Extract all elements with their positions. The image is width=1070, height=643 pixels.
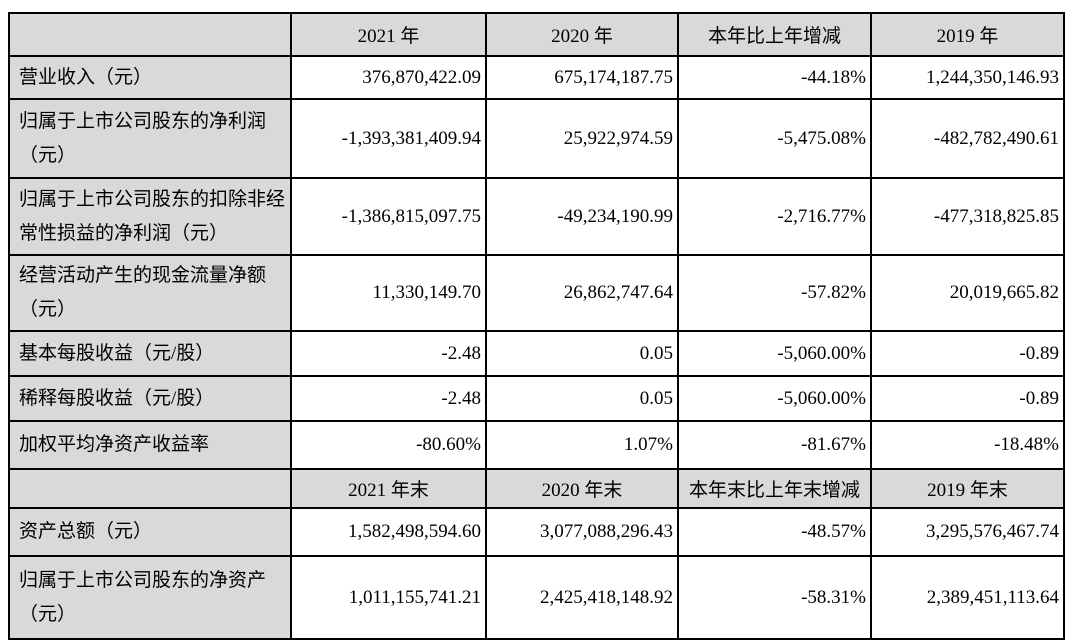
cell-2020: -49,234,190.99	[485, 177, 679, 256]
period-end-header-row: 2021 年末 2020 年末 本年末比上年末增减 2019 年末	[8, 468, 1065, 509]
row-weighted-avg-roe: 加权平均净资产收益率 -80.60% 1.07% -81.67% -18.48%	[8, 420, 1065, 470]
row-label: 归属于上市公司股东的扣除非经 常性损益的净利润（元）	[8, 177, 292, 256]
cell-2020: 25,922,974.59	[485, 98, 679, 179]
cell-end-change: -48.57%	[677, 507, 872, 557]
row-total-assets: 资产总额（元） 1,582,498,594.60 3,077,088,296.4…	[8, 507, 1065, 557]
column-header-2020: 2020 年	[485, 12, 679, 57]
cell-2019: -477,318,825.85	[870, 177, 1065, 256]
cell-2019: -0.89	[870, 330, 1065, 377]
cell-2020-end: 3,077,088,296.43	[485, 507, 679, 557]
row-operating-cash-flow: 经营活动产生的现金流量净额 （元） 11,330,149.70 26,862,7…	[8, 254, 1065, 332]
cell-2020: 26,862,747.64	[485, 254, 679, 332]
cell-2020: 1.07%	[485, 420, 679, 470]
cell-2021: 376,870,422.09	[290, 55, 487, 100]
row-net-assets-attributable: 归属于上市公司股东的净资产 （元） 1,011,155,741.21 2,425…	[8, 555, 1065, 640]
corner-cell	[8, 12, 292, 57]
corner-cell	[8, 468, 292, 509]
cell-2020: 0.05	[485, 330, 679, 377]
cell-yoy-change: -81.67%	[677, 420, 872, 470]
cell-2019: -18.48%	[870, 420, 1065, 470]
column-header-yoy-change: 本年比上年增减	[677, 12, 872, 57]
row-operating-revenue: 营业收入（元） 376,870,422.09 675,174,187.75 -4…	[8, 55, 1065, 100]
row-diluted-eps: 稀释每股收益（元/股） -2.48 0.05 -5,060.00% -0.89	[8, 375, 1065, 422]
cell-yoy-change: -44.18%	[677, 55, 872, 100]
cell-yoy-change: -57.82%	[677, 254, 872, 332]
cell-2021-end: 1,011,155,741.21	[290, 555, 487, 640]
column-header-2021-end: 2021 年末	[290, 468, 487, 509]
row-label: 加权平均净资产收益率	[8, 420, 292, 470]
cell-yoy-change: -5,475.08%	[677, 98, 872, 179]
column-header-2021: 2021 年	[290, 12, 487, 57]
column-header-2020-end: 2020 年末	[485, 468, 679, 509]
cell-2020-end: 2,425,418,148.92	[485, 555, 679, 640]
row-label: 资产总额（元）	[8, 507, 292, 557]
cell-2019: 20,019,665.82	[870, 254, 1065, 332]
cell-yoy-change: -5,060.00%	[677, 330, 872, 377]
cell-2021: -1,393,381,409.94	[290, 98, 487, 179]
row-label: 归属于上市公司股东的净资产 （元）	[8, 555, 292, 640]
cell-2021-end: 1,582,498,594.60	[290, 507, 487, 557]
row-basic-eps: 基本每股收益（元/股） -2.48 0.05 -5,060.00% -0.89	[8, 330, 1065, 377]
financial-summary-table: 2021 年 2020 年 本年比上年增减 2019 年 营业收入（元） 376…	[8, 12, 1065, 640]
cell-2021: -2.48	[290, 330, 487, 377]
cell-2019-end: 3,295,576,467.74	[870, 507, 1065, 557]
column-header-end-change: 本年末比上年末增减	[677, 468, 872, 509]
row-label: 经营活动产生的现金流量净额 （元）	[8, 254, 292, 332]
cell-end-change: -58.31%	[677, 555, 872, 640]
cell-2021: 11,330,149.70	[290, 254, 487, 332]
cell-2021: -80.60%	[290, 420, 487, 470]
row-label: 营业收入（元）	[8, 55, 292, 100]
cell-2020: 675,174,187.75	[485, 55, 679, 100]
cell-2019-end: 2,389,451,113.64	[870, 555, 1065, 640]
cell-yoy-change: -2,716.77%	[677, 177, 872, 256]
cell-2019: -482,782,490.61	[870, 98, 1065, 179]
row-label: 稀释每股收益（元/股）	[8, 375, 292, 422]
row-label: 基本每股收益（元/股）	[8, 330, 292, 377]
cell-2021: -2.48	[290, 375, 487, 422]
cell-2019: -0.89	[870, 375, 1065, 422]
row-label: 归属于上市公司股东的净利润 （元）	[8, 98, 292, 179]
row-net-profit-excl-nonrecurring: 归属于上市公司股东的扣除非经 常性损益的净利润（元） -1,386,815,09…	[8, 177, 1065, 256]
period-header-row: 2021 年 2020 年 本年比上年增减 2019 年	[8, 12, 1065, 57]
cell-yoy-change: -5,060.00%	[677, 375, 872, 422]
column-header-2019-end: 2019 年末	[870, 468, 1065, 509]
cell-2021: -1,386,815,097.75	[290, 177, 487, 256]
cell-2020: 0.05	[485, 375, 679, 422]
cell-2019: 1,244,350,146.93	[870, 55, 1065, 100]
row-net-profit-attributable: 归属于上市公司股东的净利润 （元） -1,393,381,409.94 25,9…	[8, 98, 1065, 179]
column-header-2019: 2019 年	[870, 12, 1065, 57]
